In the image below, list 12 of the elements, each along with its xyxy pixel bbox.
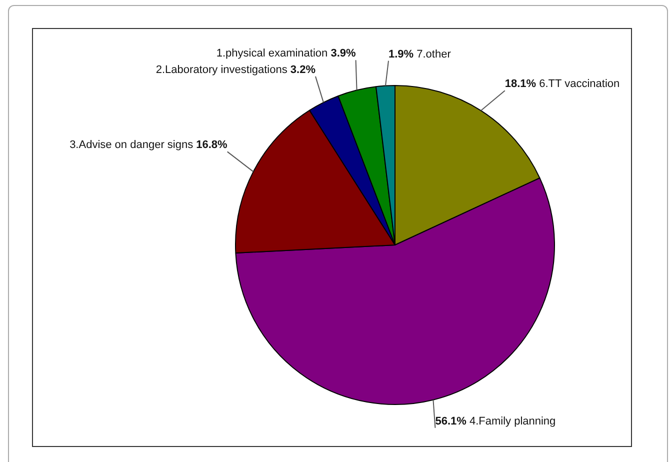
slice-label: 2.Laboratory investigations	[156, 64, 288, 76]
slice-label: 4.Family planning	[469, 415, 556, 428]
data-label: 16.8%	[196, 139, 228, 152]
slice-label: 7.other	[416, 48, 452, 60]
slice-label: 6.TT vaccination	[539, 78, 620, 90]
slice-label: 3.Advise on danger signs	[70, 139, 194, 152]
data-label: 1.9%	[388, 48, 414, 60]
data-label: 3.9%	[330, 48, 356, 60]
data-label: 3.2%	[290, 64, 316, 76]
slice-label: 1.physical examination	[216, 48, 328, 60]
data-label: 18.1%	[504, 78, 536, 90]
data-label: 56.1%	[435, 415, 467, 428]
